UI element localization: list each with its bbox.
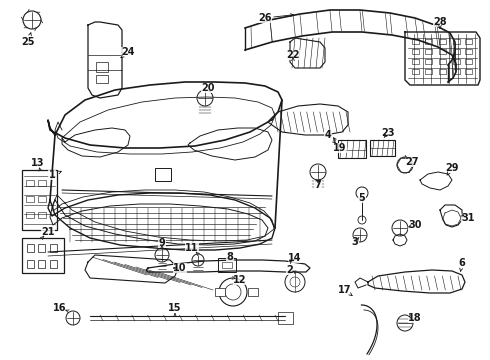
Text: 5: 5 [359, 193, 366, 203]
Text: 15: 15 [168, 303, 182, 313]
Circle shape [225, 284, 241, 300]
Bar [465, 69, 472, 74]
Text: 28: 28 [433, 17, 447, 27]
Bar [439, 39, 446, 44]
Circle shape [192, 254, 204, 266]
Bar [412, 59, 419, 64]
Bar [439, 49, 446, 54]
Bar [412, 49, 419, 54]
Text: 3: 3 [352, 237, 358, 247]
Bar [26, 180, 34, 186]
Text: 31: 31 [461, 213, 475, 223]
Text: 29: 29 [445, 163, 459, 173]
Bar [453, 39, 460, 44]
Bar [38, 196, 46, 202]
Circle shape [397, 157, 413, 173]
Bar [38, 260, 45, 268]
Circle shape [66, 311, 80, 325]
Bar [248, 288, 258, 296]
Circle shape [285, 272, 305, 292]
Text: 9: 9 [159, 238, 166, 248]
Circle shape [155, 248, 169, 262]
Bar [222, 262, 232, 268]
Bar [27, 260, 34, 268]
Text: 19: 19 [333, 143, 347, 153]
Bar [38, 212, 46, 218]
Bar [38, 244, 45, 252]
Bar [27, 244, 34, 252]
Text: 7: 7 [315, 180, 321, 190]
Bar [453, 59, 460, 64]
Text: 2: 2 [287, 265, 294, 275]
Text: 21: 21 [41, 227, 55, 237]
Bar [465, 49, 472, 54]
Text: 12: 12 [233, 275, 247, 285]
Bar [425, 59, 432, 64]
Text: 10: 10 [173, 263, 187, 273]
Bar [50, 260, 57, 268]
Bar [425, 49, 432, 54]
Text: 13: 13 [31, 158, 45, 168]
Text: 11: 11 [185, 243, 199, 253]
Bar [453, 49, 460, 54]
Text: 25: 25 [21, 37, 35, 47]
Text: 1: 1 [49, 170, 55, 180]
Bar [425, 39, 432, 44]
Bar [22, 238, 64, 273]
Bar [425, 69, 432, 74]
Bar [155, 168, 171, 181]
Bar [22, 170, 57, 230]
Bar [338, 140, 366, 158]
Bar [218, 258, 236, 272]
Bar [38, 180, 46, 186]
Bar [26, 196, 34, 202]
Circle shape [358, 216, 366, 224]
Text: 18: 18 [408, 313, 422, 323]
Bar [439, 69, 446, 74]
Bar [439, 59, 446, 64]
Text: 24: 24 [121, 47, 135, 57]
Circle shape [197, 90, 213, 106]
Text: 20: 20 [201, 83, 215, 93]
Bar [96, 62, 108, 72]
Bar [26, 212, 34, 218]
Text: 4: 4 [325, 130, 331, 140]
Text: 26: 26 [258, 13, 272, 23]
Bar [96, 75, 108, 83]
Text: 6: 6 [459, 258, 466, 268]
Bar [215, 288, 225, 296]
Bar [412, 69, 419, 74]
Bar [453, 69, 460, 74]
Text: 8: 8 [226, 252, 233, 262]
Bar [278, 312, 293, 324]
Bar [412, 39, 419, 44]
Bar [465, 59, 472, 64]
Text: 23: 23 [381, 128, 395, 138]
Circle shape [392, 220, 408, 236]
Circle shape [290, 277, 300, 287]
Bar [465, 39, 472, 44]
Text: 27: 27 [405, 157, 419, 167]
Circle shape [397, 315, 413, 331]
Text: 30: 30 [408, 220, 422, 230]
Circle shape [310, 164, 326, 180]
Text: 16: 16 [53, 303, 67, 313]
Circle shape [356, 187, 368, 199]
Bar [50, 244, 57, 252]
Circle shape [23, 11, 41, 29]
Text: 14: 14 [288, 253, 302, 263]
Text: 22: 22 [286, 50, 300, 60]
Circle shape [353, 228, 367, 242]
Text: 17: 17 [338, 285, 352, 295]
Bar [370, 140, 395, 156]
Circle shape [219, 278, 247, 306]
